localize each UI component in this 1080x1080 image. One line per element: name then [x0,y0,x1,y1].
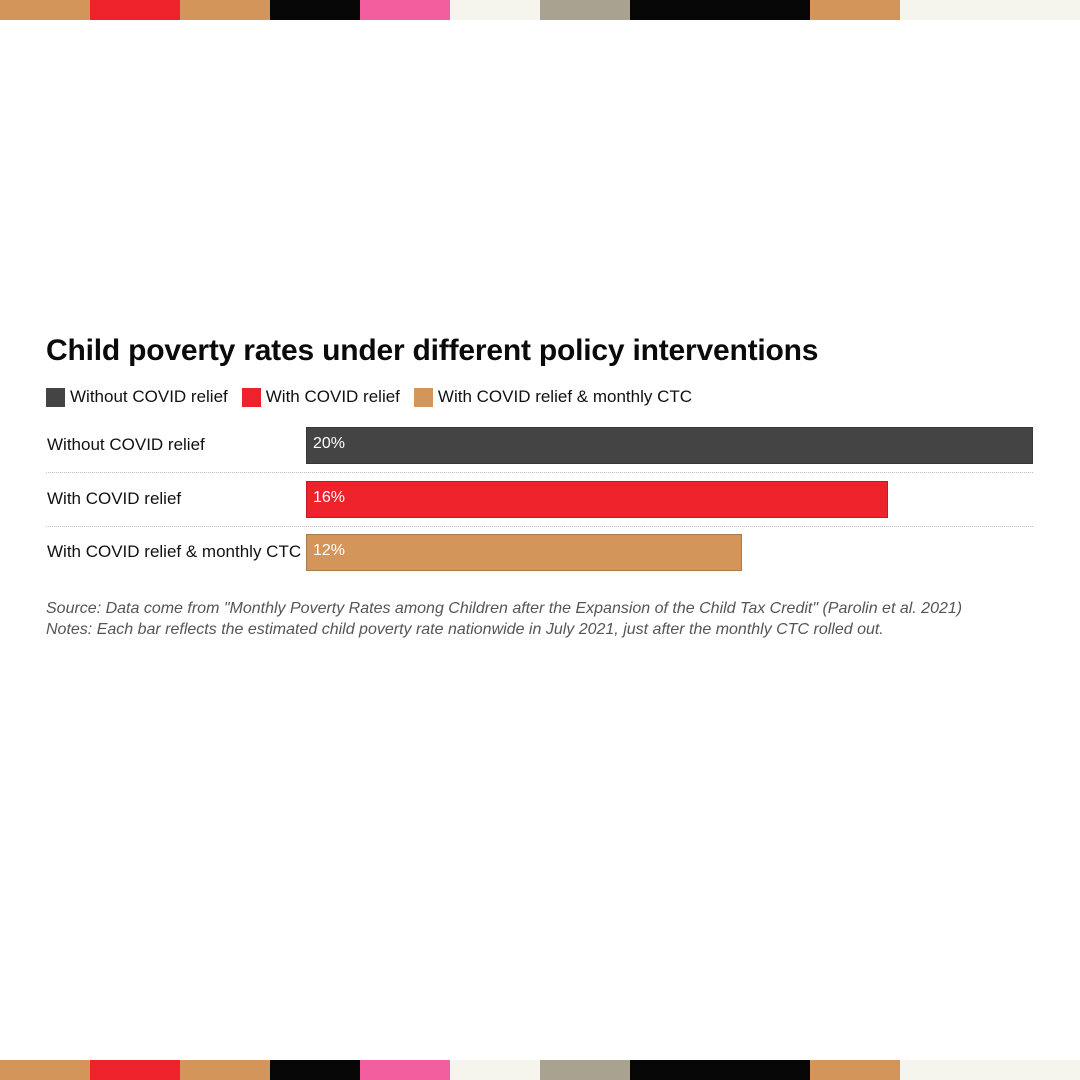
legend-item: Without COVID relief [46,387,228,407]
stripe-segment [900,0,990,20]
notes-note: Notes: Each bar reflects the estimated c… [46,621,884,638]
stripe-segment [0,0,90,20]
stripe-segment [720,0,810,20]
stripe-segment [990,1060,1080,1080]
stripe-segment [90,0,180,20]
stripe-segment [360,0,450,20]
top-color-stripe [0,0,1080,20]
stripe-segment [810,0,900,20]
category-label: With COVID relief & monthly CTC [47,542,302,561]
stripe-segment [270,0,360,20]
row-divider [46,472,1033,473]
legend-label: Without COVID relief [70,387,228,406]
stripe-segment [0,1060,90,1080]
stripe-segment [810,1060,900,1080]
stripe-segment [540,1060,630,1080]
source-note: Source: Data come from "Monthly Poverty … [46,600,963,617]
legend-label: With COVID relief & monthly CTC [437,387,693,406]
stripe-segment [630,1060,720,1080]
legend-item: With COVID relief [241,387,400,407]
category-label: Without COVID relief [47,435,205,454]
stripe-segment [630,0,720,20]
bar [306,481,888,518]
legend-label: With COVID relief [265,387,400,406]
row-divider [46,526,1033,527]
stripe-segment [900,1060,990,1080]
legend-swatch [241,387,261,407]
stripe-segment [990,0,1080,20]
stripe-segment [360,1060,450,1080]
stripe-segment [540,0,630,20]
stripe-segment [720,1060,810,1080]
stripe-segment [450,1060,540,1080]
legend-item: With COVID relief & monthly CTC [413,387,693,407]
stripe-segment [180,1060,270,1080]
category-label: With COVID relief [47,489,182,508]
chart-legend: Without COVID relief With COVID relief Wit… [46,386,706,408]
stripe-segment [450,0,540,20]
chart-title: Child poverty rates under different poli… [46,334,819,367]
legend-swatch [413,387,433,407]
stripe-segment [90,1060,180,1080]
bar-value-label: 20% [313,435,346,452]
bottom-color-stripe [0,1060,1080,1080]
bar-value-label: 16% [313,489,346,506]
bar [306,534,743,571]
bar-value-label: 12% [313,542,346,559]
stripe-segment [180,0,270,20]
bar [306,427,1033,464]
legend-swatch [46,387,65,407]
stripe-segment [270,1060,360,1080]
